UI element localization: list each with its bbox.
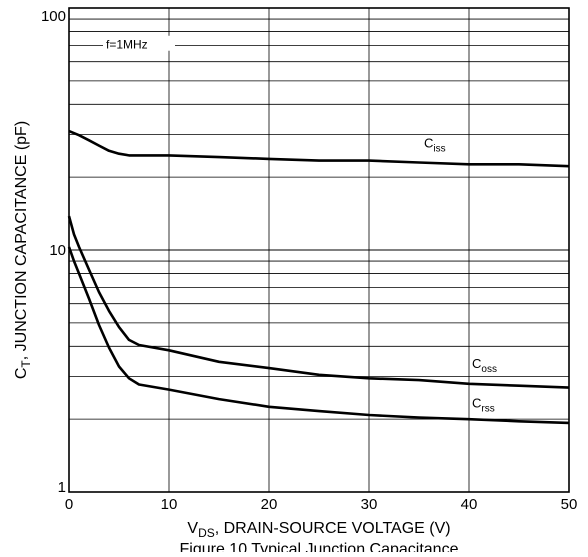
y-axis-label: CT, JUNCTION CAPACITANCE (pF) <box>13 121 33 379</box>
series-label-iss: Ciss <box>424 136 446 155</box>
series-label-rss: Crss <box>472 396 495 415</box>
y-tick-label: 100 <box>41 8 66 25</box>
frequency-annotation: f=1MHz <box>106 38 148 52</box>
chart-labels: Ciss Coss Crss f=1MHz 0 10 20 30 40 50 1 10 100 VDS, … <box>13 8 578 557</box>
y-tick-label: 1 <box>58 479 66 496</box>
series-line-oss <box>67 215 570 389</box>
x-axis-label: VDS, DRAIN-SOURCE VOLTAGE (V) <box>187 520 450 540</box>
x-tick-label: 40 <box>461 496 478 513</box>
series-lines <box>67 129 570 425</box>
series-label-oss: Coss <box>472 356 497 375</box>
series-line-rss <box>67 246 570 425</box>
annotation-bg <box>103 35 175 51</box>
x-tick-label: 10 <box>161 496 178 513</box>
x-tick-label: 20 <box>261 496 278 513</box>
y-tick-label: 10 <box>49 242 66 259</box>
figure-caption: Figure 10 Typical Junction Capacitance <box>180 541 459 552</box>
x-tick-label: 50 <box>561 496 578 513</box>
x-tick-label: 0 <box>65 496 73 513</box>
series-line-iss <box>68 129 570 168</box>
x-tick-label: 30 <box>361 496 378 513</box>
